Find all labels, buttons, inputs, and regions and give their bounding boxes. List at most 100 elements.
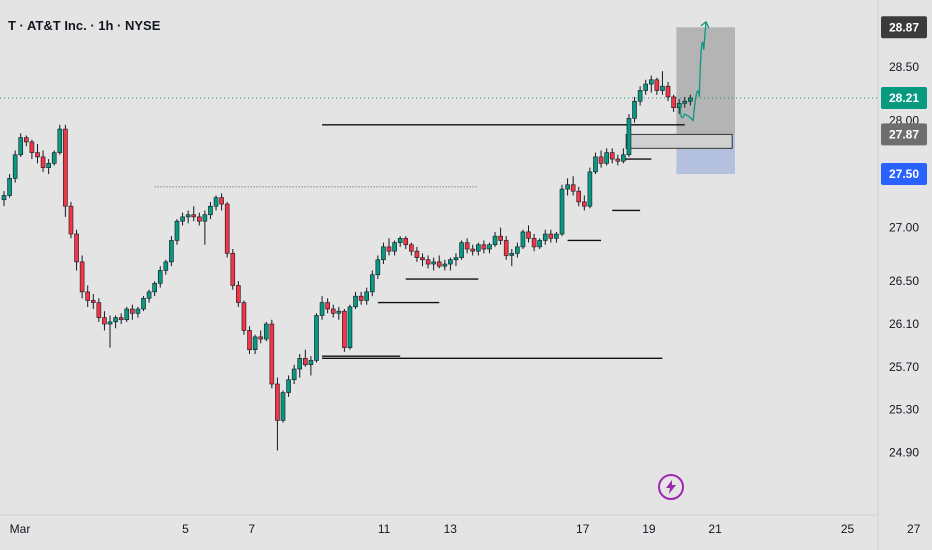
- candle-body: [481, 244, 487, 250]
- candle-body: [660, 85, 665, 91]
- candle-body: [141, 298, 146, 310]
- candle-body: [208, 205, 213, 216]
- candle-body: [130, 308, 135, 314]
- candle-body: [224, 203, 230, 254]
- candle-body: [582, 201, 587, 207]
- x-tick-label: 11: [378, 522, 391, 536]
- price-badge: [881, 163, 927, 186]
- y-tick-label: 27.00: [889, 221, 919, 235]
- candle-body: [671, 96, 676, 108]
- candle-body: [24, 137, 29, 143]
- candle-body: [18, 137, 24, 156]
- candle-body: [63, 128, 68, 207]
- candle-body: [297, 358, 303, 370]
- target-zone: [676, 27, 735, 135]
- candle-body: [369, 274, 375, 293]
- candle-body: [409, 244, 414, 252]
- candle-body: [637, 90, 643, 102]
- candle-body: [459, 242, 464, 258]
- candle-body: [291, 368, 297, 381]
- candle-body: [559, 188, 565, 235]
- candle-body: [676, 103, 682, 108]
- price-badge-label: 28.87: [889, 20, 919, 34]
- candle-body: [236, 285, 241, 303]
- chart-title: T · AT&T Inc. · 1h · NYSE: [8, 18, 161, 33]
- candle-body: [648, 79, 654, 85]
- candle-body: [107, 321, 113, 325]
- candle-body: [403, 238, 409, 246]
- candle-body: [347, 306, 353, 348]
- candle-body: [7, 178, 12, 196]
- x-tick-label: Mar: [10, 522, 31, 536]
- candle-body: [509, 253, 515, 256]
- candle-body: [503, 240, 509, 256]
- candle-body: [632, 100, 637, 119]
- candle-body: [364, 291, 370, 301]
- candle-body: [453, 257, 459, 261]
- candle-body: [275, 383, 280, 421]
- candle-body: [442, 263, 448, 267]
- candle-body: [386, 246, 392, 252]
- candle-body: [102, 317, 107, 325]
- candle-body: [654, 79, 660, 91]
- candle-body: [576, 190, 582, 203]
- candle-body: [531, 238, 537, 248]
- candle-body: [90, 300, 96, 303]
- candle-body: [598, 156, 604, 164]
- candle-body: [57, 128, 63, 153]
- candle-body: [319, 302, 325, 316]
- candle-body: [269, 323, 275, 385]
- candle-body: [448, 259, 453, 265]
- candle-body: [615, 158, 621, 162]
- candle-body: [515, 246, 520, 254]
- candle-body: [682, 100, 688, 104]
- candle-body: [414, 250, 420, 258]
- candle-body: [464, 242, 470, 250]
- y-tick-label: 25.70: [889, 360, 919, 374]
- price-badge: [881, 86, 927, 109]
- candle-body: [665, 85, 671, 98]
- candle-body: [40, 156, 46, 168]
- x-tick-label: 21: [708, 522, 722, 536]
- y-tick-label: 25.30: [889, 403, 919, 417]
- candle-body: [12, 154, 18, 179]
- candle-body: [180, 216, 185, 222]
- price-badge-label: 27.50: [889, 167, 919, 181]
- candle-body: [213, 197, 219, 207]
- candle-body: [280, 392, 286, 421]
- candle-body: [330, 308, 336, 314]
- candle-body: [85, 291, 90, 301]
- candle-body: [548, 233, 554, 239]
- y-tick-label: 26.10: [889, 317, 919, 331]
- candle-body: [542, 233, 548, 241]
- candle-body: [29, 141, 35, 153]
- candle-body: [520, 231, 526, 248]
- candle-body: [241, 302, 247, 331]
- candle-body: [197, 216, 202, 222]
- candle-body: [79, 261, 85, 293]
- candle-body: [420, 257, 425, 261]
- candle-body: [475, 244, 481, 252]
- candle-body: [185, 214, 191, 218]
- candle-body: [621, 154, 626, 162]
- candle-body: [308, 360, 314, 366]
- candle-body: [570, 184, 576, 192]
- candle-body: [51, 152, 57, 164]
- y-tick-label: 28.50: [889, 60, 919, 74]
- candle-body: [397, 238, 403, 243]
- candle-body: [492, 235, 498, 246]
- candle-body: [336, 310, 342, 314]
- candle-body: [643, 83, 649, 91]
- candle-body: [263, 323, 269, 340]
- candle-body: [487, 244, 492, 250]
- candle-body: [587, 171, 593, 207]
- candle-body: [152, 283, 157, 293]
- candle-body: [191, 214, 197, 218]
- candle-body: [252, 336, 258, 351]
- x-tick-label: 25: [841, 522, 855, 536]
- candle-body: [565, 184, 570, 190]
- bolt-icon[interactable]: [658, 474, 684, 500]
- price-badge: [881, 16, 927, 39]
